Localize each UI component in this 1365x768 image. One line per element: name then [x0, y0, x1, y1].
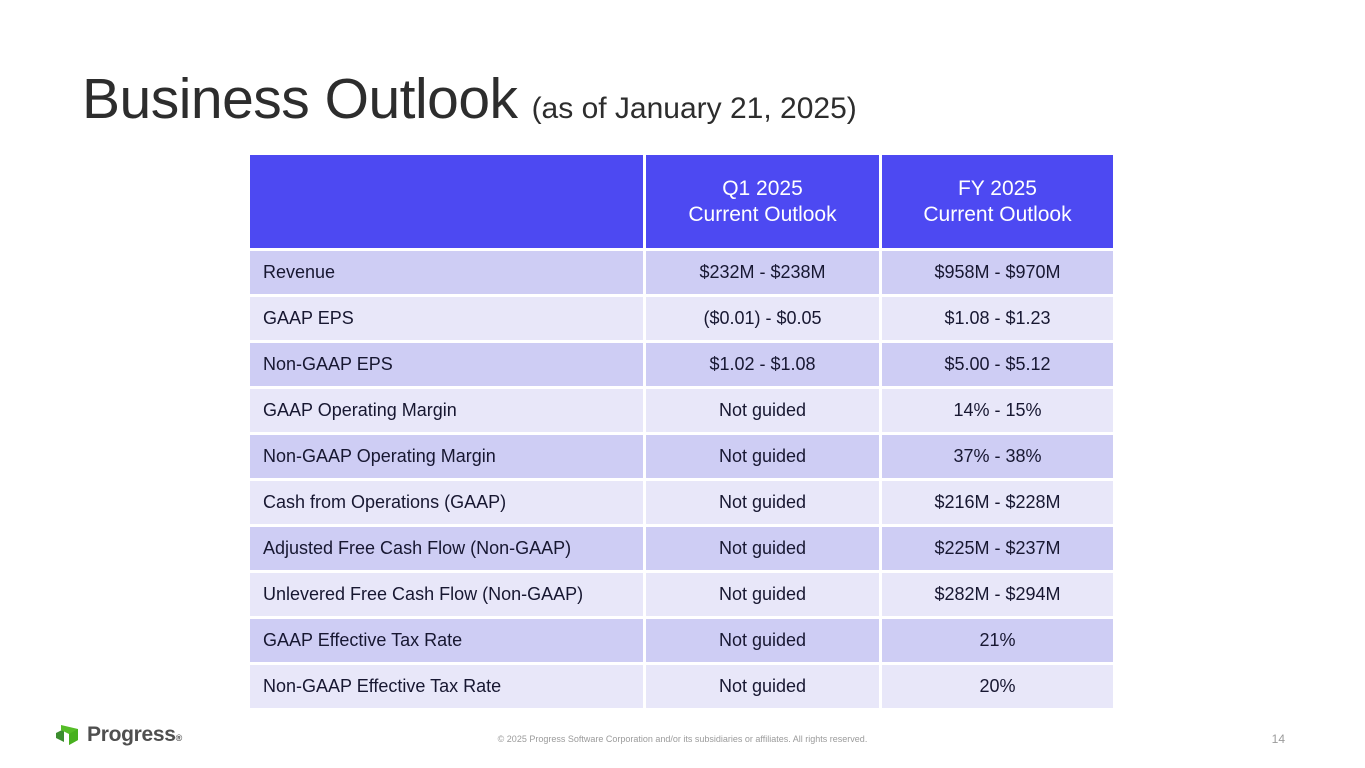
q1-value: Not guided	[646, 481, 879, 524]
q1-value: $1.02 - $1.08	[646, 343, 879, 386]
row-label: GAAP Operating Margin	[250, 389, 643, 432]
fy-value: $282M - $294M	[882, 573, 1113, 616]
page-number: 14	[1271, 732, 1285, 746]
page-title: Business Outlook (as of January 21, 2025)	[82, 68, 857, 131]
trademark-symbol: ®	[175, 733, 183, 743]
fy-value: 14% - 15%	[882, 389, 1113, 432]
q1-value: Not guided	[646, 527, 879, 570]
row-label: Non-GAAP EPS	[250, 343, 643, 386]
page-subtitle: (as of January 21, 2025)	[531, 92, 857, 125]
fy-value: 20%	[882, 665, 1113, 708]
q1-value: Not guided	[646, 619, 879, 662]
fy-value: $5.00 - $5.12	[882, 343, 1113, 386]
q1-value: Not guided	[646, 573, 879, 616]
fy-value: $216M - $228M	[882, 481, 1113, 524]
row-label: Non-GAAP Effective Tax Rate	[250, 665, 643, 708]
row-label: Unlevered Free Cash Flow (Non-GAAP)	[250, 573, 643, 616]
row-label: GAAP EPS	[250, 297, 643, 340]
page-title-main: Business Outlook	[82, 67, 518, 131]
header-fy-outlook: FY 2025 Current Outlook	[882, 155, 1113, 248]
fy-value: 37% - 38%	[882, 435, 1113, 478]
fy-value: 21%	[882, 619, 1113, 662]
q1-value: Not guided	[646, 389, 879, 432]
copyright-text: © 2025 Progress Software Corporation and…	[497, 734, 868, 744]
progress-arrow-icon	[56, 725, 78, 745]
q1-value: Not guided	[646, 435, 879, 478]
fy-value: $958M - $970M	[882, 251, 1113, 294]
q1-value: ($0.01) - $0.05	[646, 297, 879, 340]
fy-value: $225M - $237M	[882, 527, 1113, 570]
outlook-table: Q1 2025 Current Outlook FY 2025 Current …	[250, 155, 1113, 708]
row-label: Adjusted Free Cash Flow (Non-GAAP)	[250, 527, 643, 570]
progress-logo: Progress®	[54, 721, 182, 749]
row-label: Non-GAAP Operating Margin	[250, 435, 643, 478]
q1-value: Not guided	[646, 665, 879, 708]
row-label: GAAP Effective Tax Rate	[250, 619, 643, 662]
progress-logo-text: Progress®	[87, 721, 182, 749]
fy-value: $1.08 - $1.23	[882, 297, 1113, 340]
logo-wordmark: Progress	[87, 723, 176, 746]
row-label: Cash from Operations (GAAP)	[250, 481, 643, 524]
header-empty-cell	[250, 155, 643, 248]
row-label: Revenue	[250, 251, 643, 294]
header-q1-outlook: Q1 2025 Current Outlook	[646, 155, 879, 248]
q1-value: $232M - $238M	[646, 251, 879, 294]
